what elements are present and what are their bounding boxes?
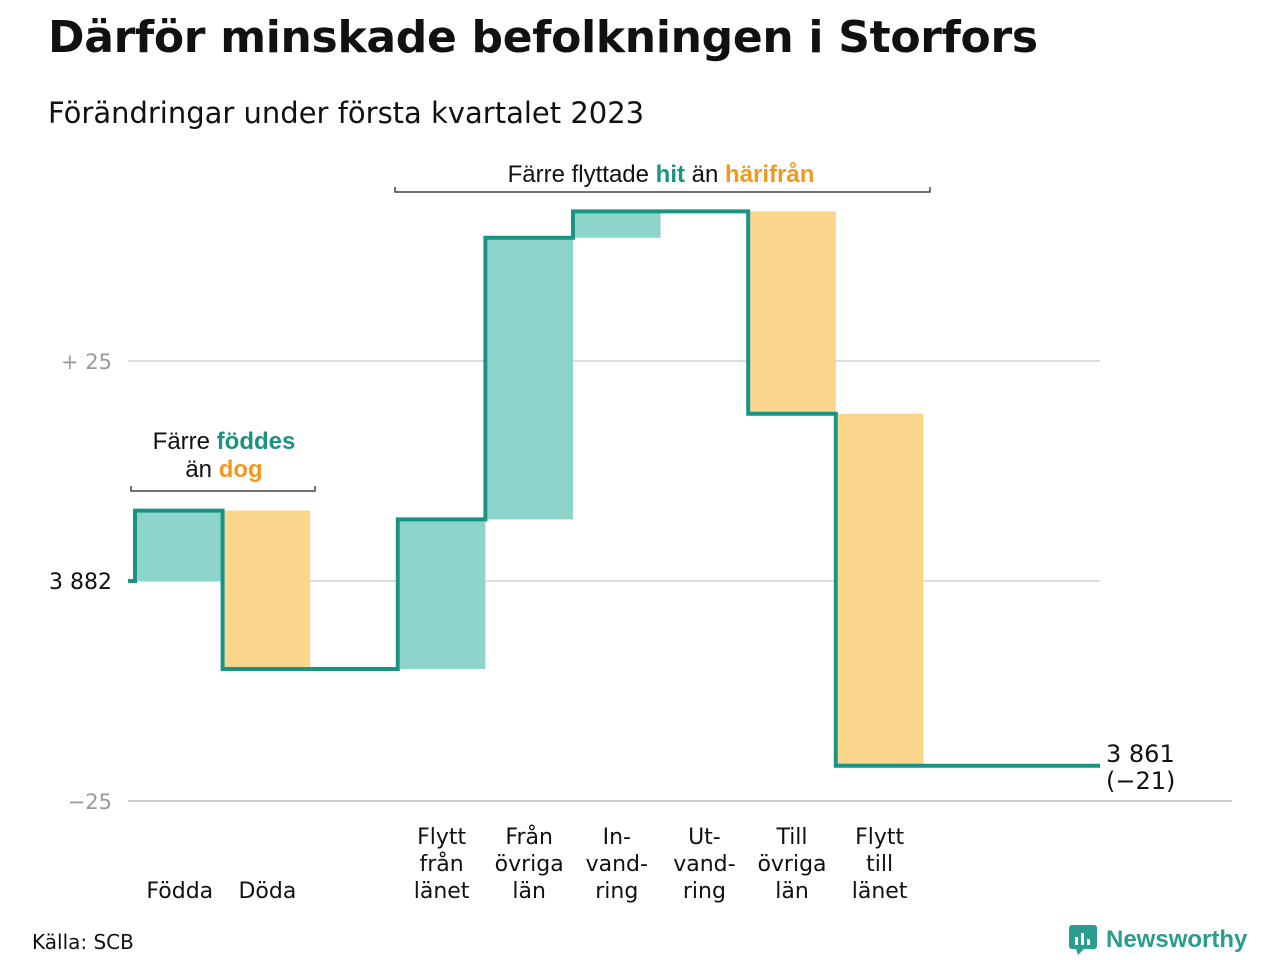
y-tick-label: −25 bbox=[68, 790, 112, 814]
category-label: länet bbox=[414, 879, 470, 904]
category-label: Till bbox=[775, 825, 807, 850]
moves-annotation: Färre flyttade hit än härifrån bbox=[508, 161, 815, 188]
category-label: länet bbox=[852, 879, 908, 904]
category-label: övriga bbox=[757, 852, 826, 877]
births-bracket bbox=[130, 486, 316, 492]
source-note: Källa: SCB bbox=[32, 930, 134, 954]
newsworthy-logo-icon bbox=[1069, 925, 1097, 955]
newsworthy-logo: Newsworthy bbox=[1068, 924, 1247, 956]
bar-births bbox=[137, 510, 223, 581]
bar-deaths bbox=[224, 510, 311, 669]
end-value-label: 3 861 bbox=[1106, 740, 1175, 768]
bar-immigration bbox=[575, 211, 661, 238]
chart-subtitle: Förändringar under första kvartalet 2023 bbox=[48, 96, 645, 130]
chart-title: Därför minskade befolkningen i Storfors bbox=[48, 12, 1038, 63]
category-label: vand- bbox=[673, 852, 735, 877]
end-change-label: (−21) bbox=[1106, 767, 1175, 795]
category-label: Flytt bbox=[855, 825, 904, 850]
cumulative-step-line bbox=[128, 209, 1100, 768]
births-annotation-line2: än dog bbox=[185, 456, 262, 483]
category-label: Ut- bbox=[688, 825, 721, 850]
category-label: från bbox=[419, 851, 463, 877]
category-label: Födda bbox=[146, 879, 213, 904]
category-label: In- bbox=[603, 825, 631, 850]
category-label: Flytt bbox=[417, 825, 466, 850]
y-tick-label: + 25 bbox=[61, 350, 112, 374]
bar-moved-to-county bbox=[837, 413, 924, 766]
category-label: ring bbox=[683, 879, 726, 904]
births-annotation-line1: Färre föddes bbox=[153, 428, 296, 455]
category-label: ring bbox=[595, 879, 638, 904]
y-tick-label: 3 882 bbox=[49, 570, 112, 595]
category-label: län bbox=[775, 879, 809, 904]
category-label: län bbox=[512, 879, 546, 904]
category-label: till bbox=[866, 852, 893, 877]
category-label: Döda bbox=[238, 879, 296, 904]
bar-from-other-counties bbox=[487, 237, 573, 520]
bar-to-other-counties bbox=[750, 211, 836, 414]
moves-bracket bbox=[394, 187, 931, 193]
category-label: Från bbox=[505, 824, 553, 850]
category-label: vand- bbox=[586, 852, 648, 877]
brand-name: Newsworthy bbox=[1106, 926, 1248, 953]
bar-moved-from-county bbox=[399, 519, 486, 669]
category-label: övriga bbox=[495, 852, 564, 877]
